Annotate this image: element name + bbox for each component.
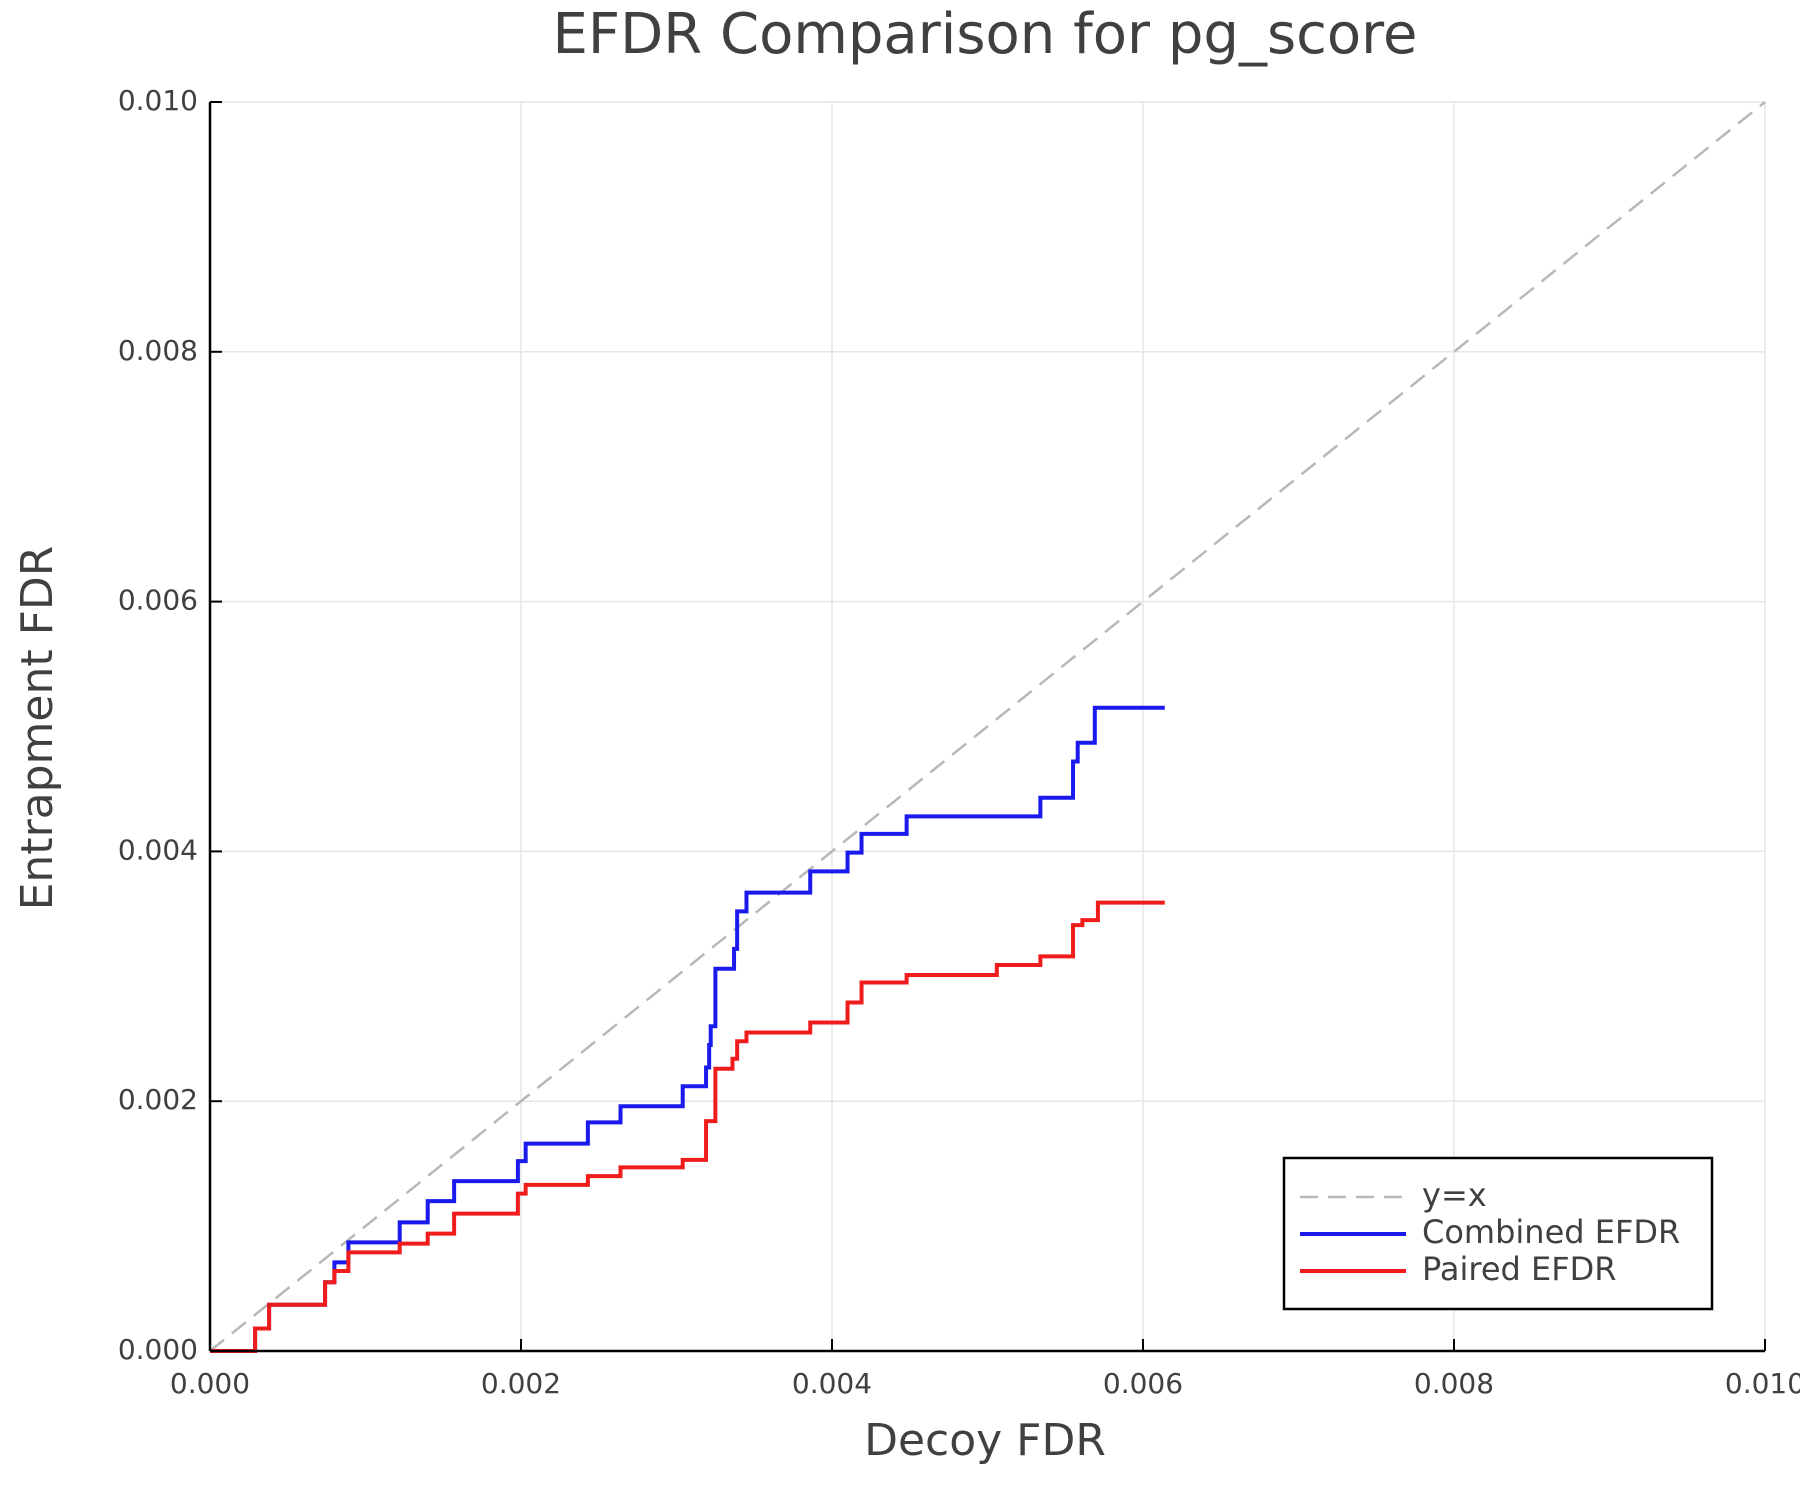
x-tick-label: 0.010	[1725, 1367, 1800, 1400]
y-tick-label: 0.006	[118, 584, 198, 617]
grid: 0.000 0.002 0.004 0.006 0.008 0.010 0.000 0.002…	[118, 84, 1800, 1400]
x-tick-label: 0.008	[1414, 1367, 1494, 1400]
line-series	[210, 900, 1165, 1353]
y-tick-label: 0.004	[118, 833, 198, 866]
plot-area	[209, 101, 1766, 1353]
line-series	[209, 101, 1766, 1352]
legend-label: Paired EFDR	[1422, 1250, 1616, 1288]
x-tick-label: 0.002	[481, 1367, 561, 1400]
x-tick-label: 0.006	[1103, 1367, 1183, 1400]
y-tick-label: 0.002	[118, 1083, 198, 1116]
y-tick-label: 0.008	[118, 334, 198, 367]
x-tick-label: 0.004	[792, 1367, 872, 1400]
legend-label: Combined EFDR	[1422, 1213, 1680, 1251]
y-tick-label: 0.010	[118, 84, 198, 117]
chart-title: EFDR Comparison for pg_score	[553, 2, 1418, 67]
x-axis-label: Decoy FDR	[864, 1415, 1106, 1466]
x-tick-label: 0.000	[170, 1367, 250, 1400]
legend-label: y=x	[1422, 1176, 1487, 1214]
y-axis-label: Entrapment FDR	[12, 546, 63, 911]
y-tick-label: 0.000	[118, 1333, 198, 1366]
